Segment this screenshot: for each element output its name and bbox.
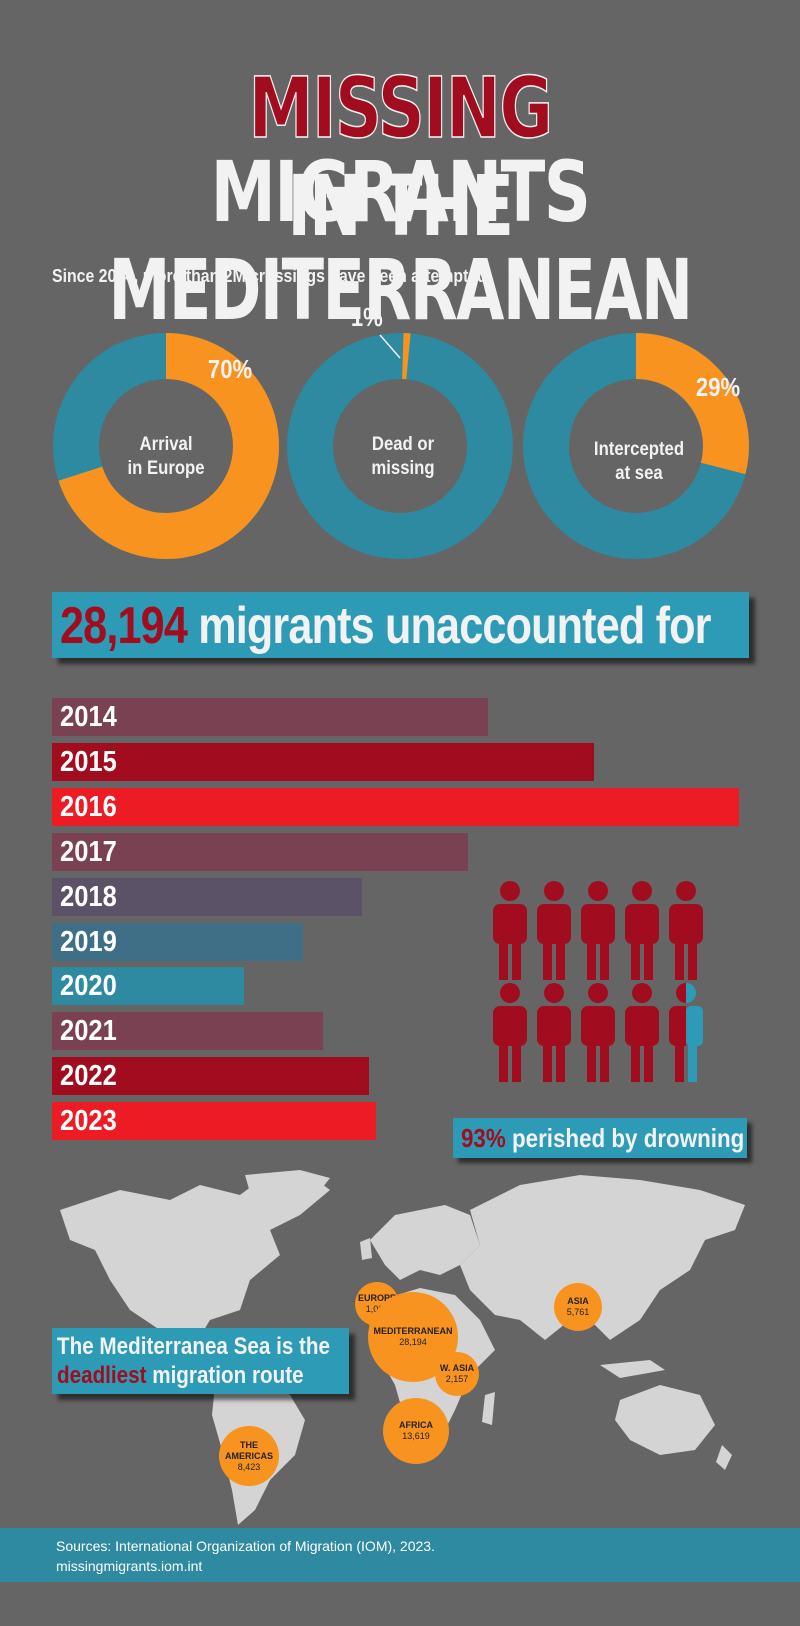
banner-number: 28,194 [60,597,188,655]
greenland-shape [245,1170,330,1225]
person-icon [625,881,659,980]
year-bar-label: 2015 [60,745,117,778]
year-bar: 2022 [52,1057,369,1096]
year-bar-label: 2018 [60,880,117,913]
donut-label-arrival: Arrival in Europe [113,433,219,481]
person-icon [537,881,571,980]
people-icon-grid [493,881,706,1082]
title-migrants: MIGRANTS [210,143,591,241]
year-bar: 2017 [52,832,468,871]
bubble-value: 8,423 [237,1461,261,1472]
person-icon [581,983,615,1082]
donut-label-line: missing [371,458,435,479]
bubble-value: 2,157 [445,1374,469,1384]
bubble-west-asia: W. ASIA 2,157 [435,1352,479,1396]
bubble-value: 5,761 [566,1307,590,1317]
year-bar: 2023 [52,1102,376,1141]
bubble-americas: THE AMERICAS 8,423 [219,1426,279,1486]
north-america-shape [60,1175,330,1380]
indonesia-shape [600,1360,665,1378]
donut-label-intercepted: Intercepted at sea [586,438,692,486]
new-zealand-shape [716,1445,732,1470]
year-bar: 2019 [52,922,303,961]
route-text: The Mediterranea Sea is the deadliest mi… [57,1332,330,1390]
year-bar-label: 2017 [60,835,117,868]
bubble-africa: AFRICA 13,619 [383,1398,449,1464]
bubble-name: MEDITERRANEAN [373,1326,453,1336]
subtitle: Since 2014, more than 2M crossings have … [52,266,493,286]
bubble-value: 28,194 [399,1337,427,1347]
year-bar-label: 2020 [60,970,117,1003]
year-bar: 2015 [52,742,594,781]
drowning-badge: 93% perished by drowning [453,1118,747,1158]
year-bar: 2021 [52,1012,323,1051]
bubble-asia: ASIA 5,761 [554,1283,602,1331]
route-line-2-rest: migration route [152,1362,304,1389]
donut-value-dead: 1% [350,302,383,332]
year-bar-label: 2019 [60,925,117,958]
year-bar-label: 2014 [60,701,117,733]
year-bar-label: 2022 [60,1060,117,1093]
donut-value-intercepted: 29% [695,372,741,402]
donut-label-line: in Europe [127,458,205,479]
route-highlight: deadliest [57,1362,147,1389]
footer-sources: Sources: International Organization of M… [56,1538,435,1554]
year-bar: 2016 [52,787,739,826]
donut-label-line: at sea [615,463,663,484]
route-line-2: deadliest migration route [57,1361,330,1390]
title-line-1: MISSING MIGRANTS [88,65,712,234]
asia-shape [460,1175,745,1340]
year-bar: 2018 [52,877,362,916]
unaccounted-banner: 28,194 migrants unaccounted for [52,592,749,658]
bubble-value: 13,619 [402,1431,430,1441]
bubble-name: EUROPE [357,1293,396,1303]
banner-label: migrants unaccounted for [198,597,711,655]
title-missing: MISSING [248,59,554,157]
person-icon [581,881,615,980]
year-bar: 2014 [52,698,488,736]
donut-label-dead: Dead or missing [350,433,456,481]
drowning-text: 93% perished by drowning [461,1123,744,1154]
footer-text: Sources: International Organization of M… [56,1536,435,1576]
banner-text: 28,194 migrants unaccounted for [60,596,711,656]
year-bar-label: 2023 [60,1105,117,1138]
donut-ring [287,333,513,559]
bubble-name: ASIA [567,1296,589,1306]
bubble-name: THE AMERICAS [224,1439,273,1461]
drowning-label: perished by drowning [511,1123,745,1153]
year-bar-label: 2016 [60,790,117,823]
deadliest-route-badge: The Mediterranea Sea is the deadliest mi… [52,1328,349,1394]
bubble-name: W. ASIA [439,1363,475,1373]
year-bar-label: 2021 [60,1015,117,1048]
donut-charts [53,332,749,559]
australia-shape [615,1385,715,1455]
year-bar: 2020 [52,967,244,1006]
route-line-1: The Mediterranea Sea is the [57,1333,331,1360]
bubble-name: AFRICA [399,1420,433,1430]
donut-leader-line [379,334,401,359]
person-icon [537,983,571,1082]
madagascar-shape [482,1392,495,1425]
donut-label-line: Dead or [371,434,435,455]
person-icon [669,881,703,980]
person-icon [669,982,706,1082]
footer-url: missingmigrants.iom.int [56,1558,203,1574]
title-line-2: IN THE MEDITERRANEAN [108,157,693,339]
donut-slice [53,333,279,559]
donut-label-line: Arrival [139,434,193,455]
donut-value-arrival: 70% [207,354,253,384]
donut-slice [287,332,513,559]
person-icon [493,983,527,1082]
drowning-number: 93% [461,1123,506,1153]
donut-label-line: Intercepted [593,439,685,460]
uk-shape [360,1238,372,1260]
sources-footer: Sources: International Organization of M… [0,1528,800,1582]
europe-shape [370,1205,480,1280]
person-icon [625,983,659,1082]
person-icon [493,881,527,980]
donut-slice [523,333,749,559]
